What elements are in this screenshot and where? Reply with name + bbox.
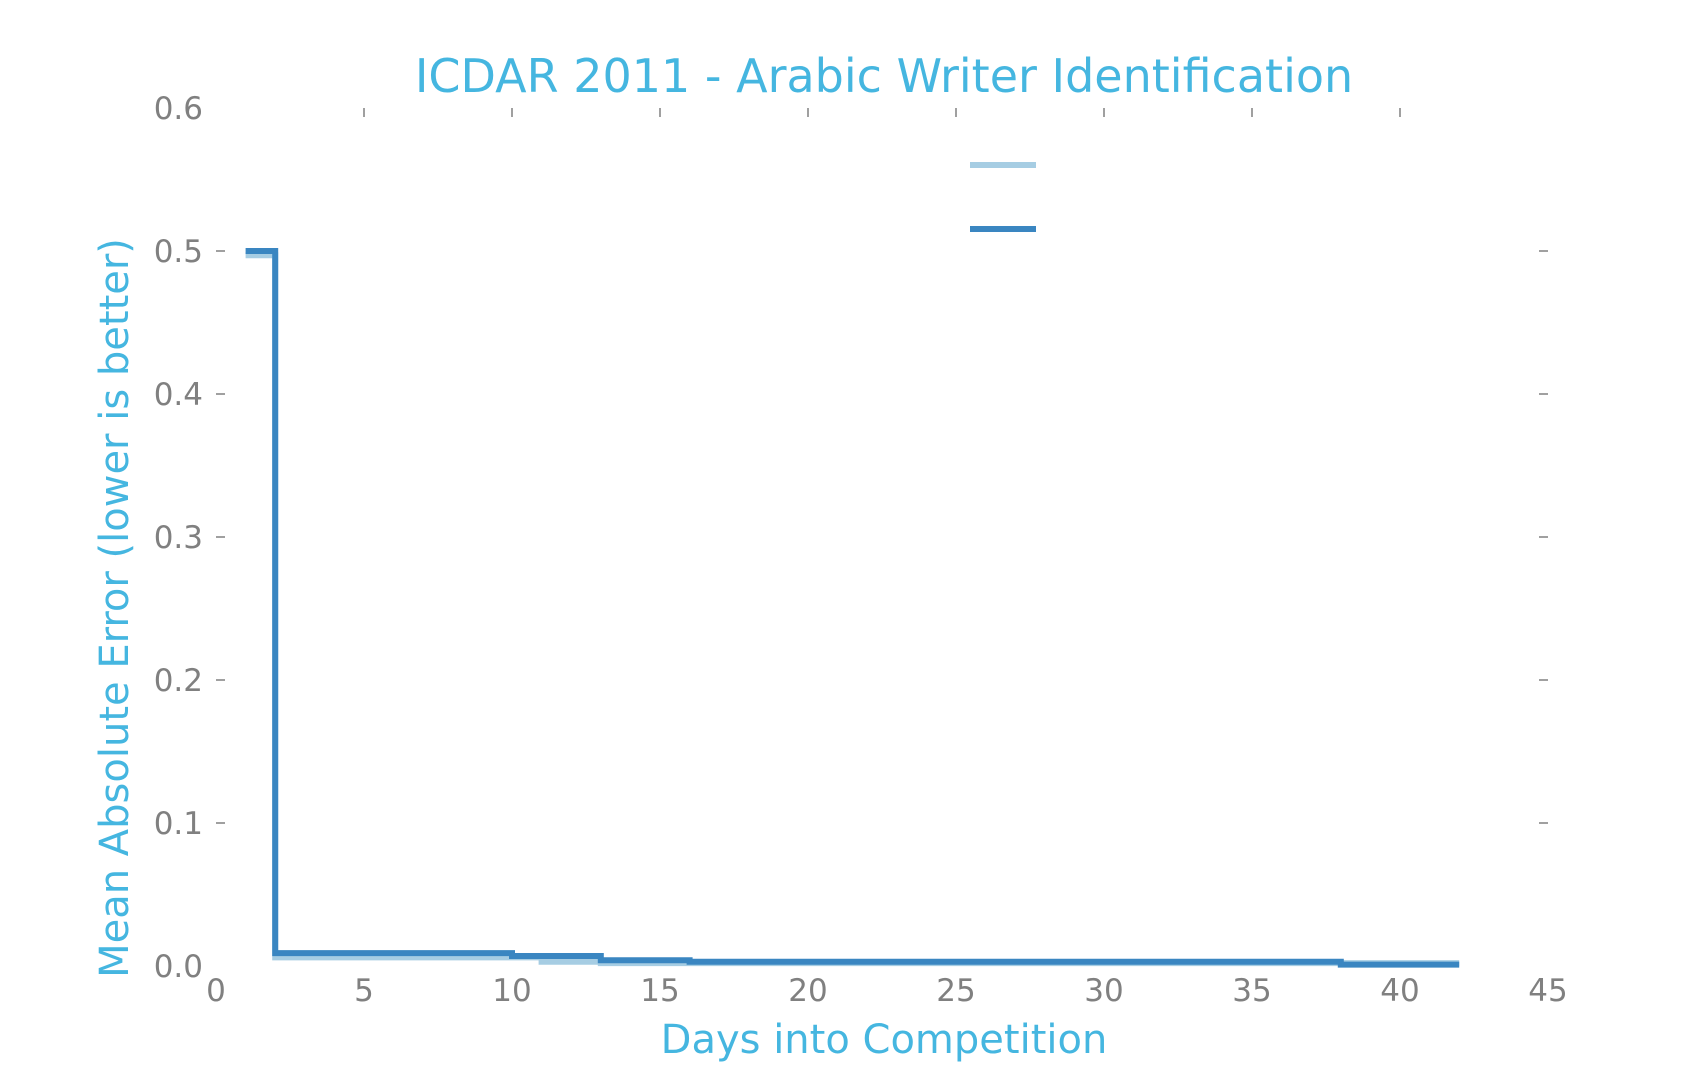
x-tick-label: 15 (640, 973, 679, 1009)
x-axis-label: Days into Competition (661, 1017, 1108, 1063)
x-tick-label: 10 (492, 973, 531, 1009)
y-axis-label: Mean Absolute Error (lower is better) (92, 238, 138, 978)
x-tick-label: 40 (1380, 973, 1419, 1009)
axis-ticks: 0 5 10 15 20 25 30 35 40 45 0.0 0.1 0.2 0.3 0.4 0.5 0.6 (154, 91, 1568, 1009)
y-tick-label: 0.6 (154, 91, 203, 127)
y-tick-label: 0.0 (154, 949, 203, 985)
y-tick-label: 0.2 (154, 663, 203, 699)
chart-title: ICDAR 2011 - Arabic Writer Identificatio… (415, 49, 1353, 103)
y-tick-label: 0.1 (154, 806, 203, 842)
x-tick-label: 20 (788, 973, 827, 1009)
y-tick-label: 0.5 (154, 234, 203, 270)
y-tick-label: 0.3 (154, 520, 203, 556)
x-tick-label: 45 (1528, 973, 1567, 1009)
legend (970, 162, 1036, 232)
series-2-line (245, 248, 1460, 968)
y-tick-label: 0.4 (154, 377, 203, 413)
series-lines (245, 248, 1460, 968)
x-tick-label: 5 (354, 973, 374, 1009)
x-tick-label: 30 (1084, 973, 1123, 1009)
x-tick-label: 25 (936, 973, 975, 1009)
x-tick-label: 0 (206, 973, 226, 1009)
series-1-line (245, 252, 1460, 967)
x-tick-label: 35 (1232, 973, 1271, 1009)
